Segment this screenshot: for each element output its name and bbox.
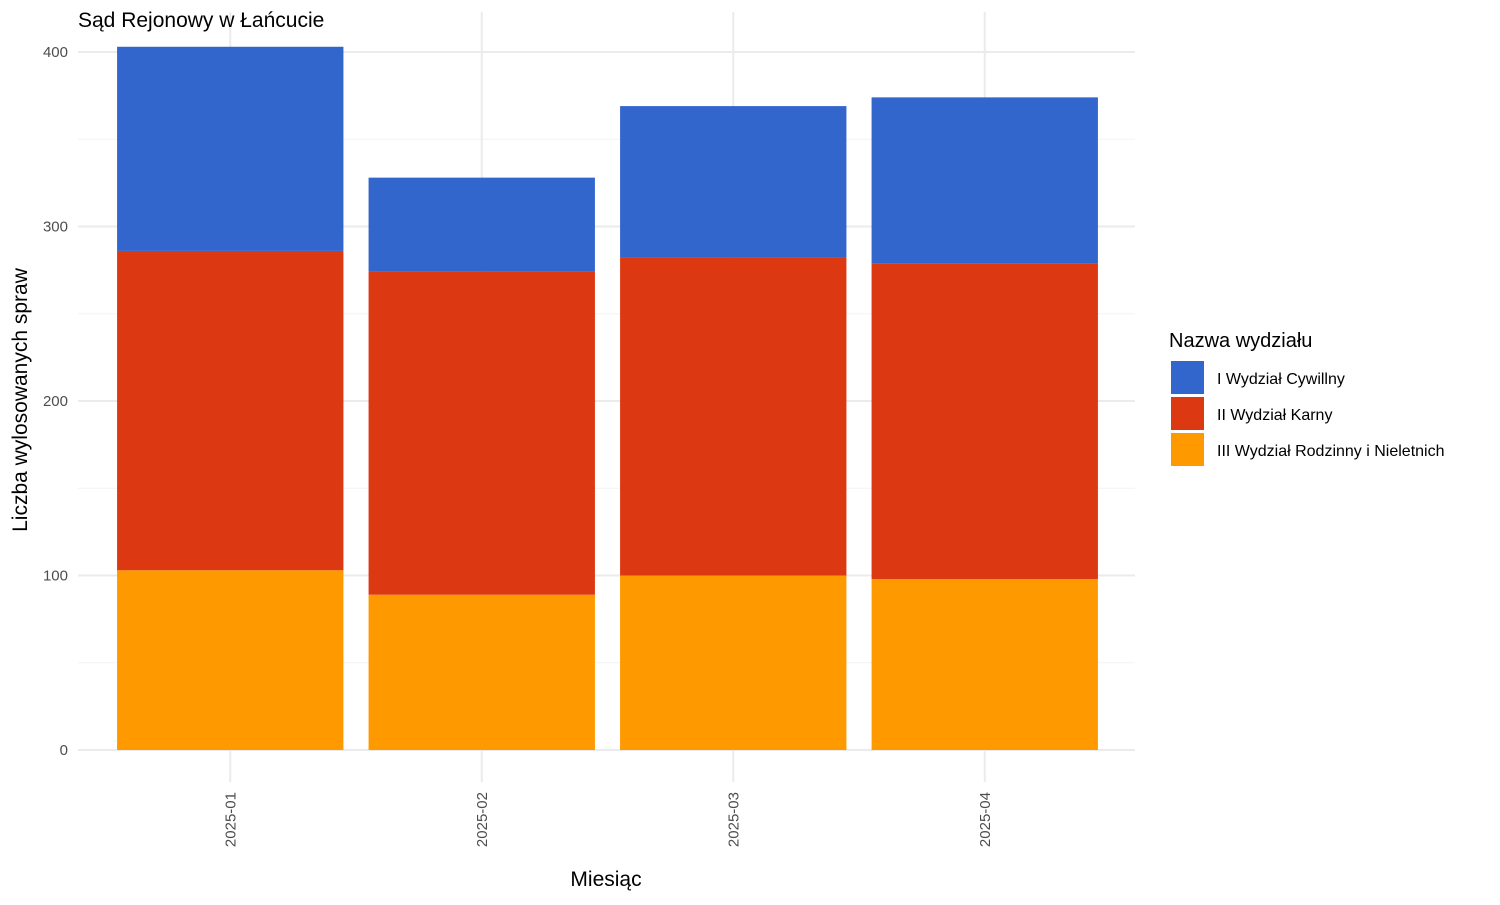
y-axis-ticks: 0 100 200 300 400 [43,44,68,759]
legend-title: Nazwa wydziału [1169,330,1312,352]
bars [117,46,1098,750]
y-axis-title: Liczba wylosowanych spraw [9,267,32,532]
legend-label: I Wydział Cywillny [1217,371,1345,388]
bar-segment [368,177,595,272]
bar-segment [117,46,344,251]
bar-segment [871,263,1098,579]
y-tick-label: 100 [43,568,68,585]
bar-segment [368,271,595,595]
legend-swatch [1171,433,1204,466]
legend-swatch [1171,397,1204,430]
y-tick-label: 300 [43,219,68,236]
bar-segment [620,257,847,576]
legend-items: I Wydział Cywillny II Wydział Karny III Wy… [1171,361,1445,466]
legend-label: III Wydział Rodzinny i Nieletnich [1217,443,1445,460]
bar-segment [871,578,1098,750]
x-tick-label: 2025-01 [222,792,239,847]
y-tick-label: 0 [60,742,68,759]
bar-segment [117,570,344,750]
x-tick-label: 2025-04 [977,792,994,847]
legend-label: II Wydział Karny [1217,407,1332,424]
chart-title: Sąd Rejonowy w Łańcucie [78,9,324,32]
legend-swatch [1171,361,1204,394]
legend: Nazwa wydziału I Wydział Cywillny II Wydz… [1169,330,1445,466]
x-axis-ticks: 2025-01 2025-02 2025-03 2025-04 [222,792,994,847]
bar-segment [117,250,344,571]
bar-segment [871,97,1098,264]
bar-segment [620,106,847,258]
y-tick-label: 200 [43,393,68,410]
y-tick-label: 400 [43,44,68,61]
x-axis-title: Miesiąc [570,868,641,891]
x-tick-label: 2025-02 [474,792,491,847]
bar-segment [620,575,847,750]
bar-segment [368,594,595,750]
x-tick-label: 2025-03 [725,792,742,847]
